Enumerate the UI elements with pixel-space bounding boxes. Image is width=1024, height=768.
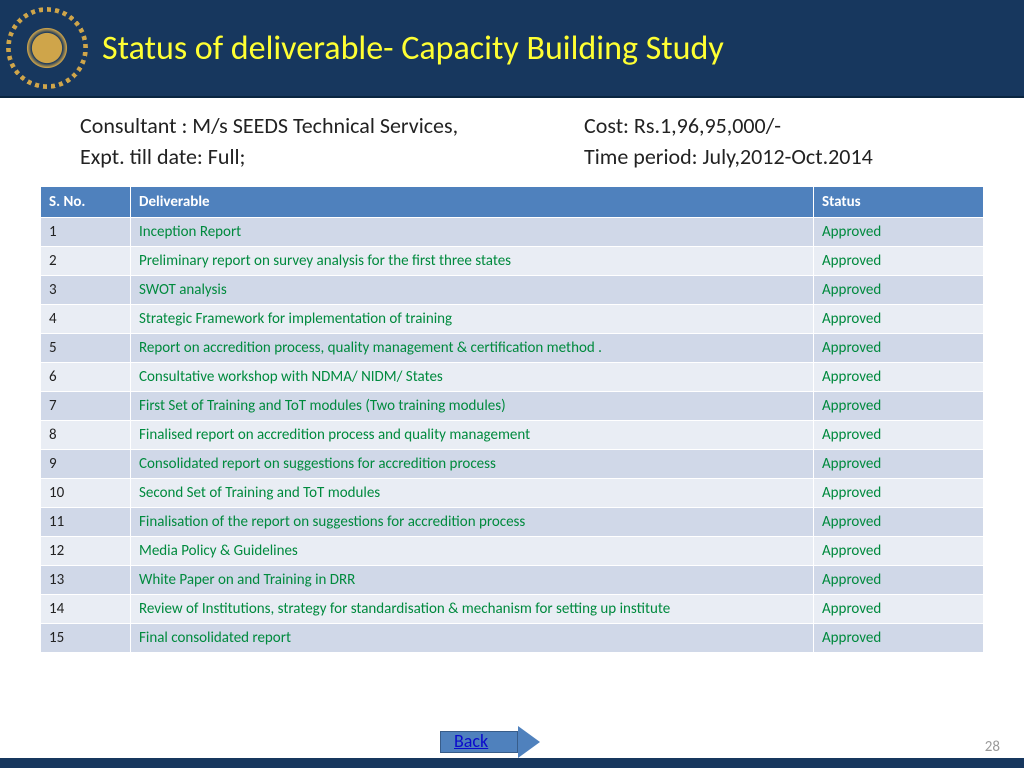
cell-deliverable: Report on accredition process, quality m…	[131, 334, 814, 363]
cell-sno: 4	[41, 305, 131, 334]
table-row: 6Consultative workshop with NDMA/ NIDM/ …	[41, 363, 984, 392]
cell-sno: 15	[41, 624, 131, 653]
header-bar: Status of deliverable- Capacity Building…	[0, 0, 1024, 98]
col-header-status: Status	[814, 187, 984, 218]
cell-status: Approved	[814, 363, 984, 392]
table-row: 3SWOT analysisApproved	[41, 276, 984, 305]
cell-status: Approved	[814, 537, 984, 566]
org-logo-icon	[12, 13, 82, 83]
expt-label: Expt. till date: Full;	[80, 143, 584, 170]
cell-status: Approved	[814, 305, 984, 334]
cell-status: Approved	[814, 218, 984, 247]
cell-sno: 13	[41, 566, 131, 595]
table-row: 12Media Policy & GuidelinesApproved	[41, 537, 984, 566]
back-button[interactable]: Back	[440, 728, 550, 756]
cell-sno: 7	[41, 392, 131, 421]
cell-deliverable: Consolidated report on suggestions for a…	[131, 450, 814, 479]
cell-status: Approved	[814, 276, 984, 305]
cell-status: Approved	[814, 508, 984, 537]
cell-deliverable: Final consolidated report	[131, 624, 814, 653]
table-row: 9Consolidated report on suggestions for …	[41, 450, 984, 479]
cell-deliverable: White Paper on and Training in DRR	[131, 566, 814, 595]
cell-sno: 9	[41, 450, 131, 479]
cell-sno: 12	[41, 537, 131, 566]
cell-sno: 3	[41, 276, 131, 305]
cell-status: Approved	[814, 624, 984, 653]
table-row: 8Finalised report on accredition process…	[41, 421, 984, 450]
page-title: Status of deliverable- Capacity Building…	[102, 28, 724, 69]
table-row: 1Inception ReportApproved	[41, 218, 984, 247]
cell-status: Approved	[814, 566, 984, 595]
cell-sno: 1	[41, 218, 131, 247]
cell-deliverable: First Set of Training and ToT modules (T…	[131, 392, 814, 421]
table-row: 5Report on accredition process, quality …	[41, 334, 984, 363]
cell-status: Approved	[814, 479, 984, 508]
cell-sno: 14	[41, 595, 131, 624]
cell-deliverable: Finalisation of the report on suggestion…	[131, 508, 814, 537]
table-row: 15 Final consolidated reportApproved	[41, 624, 984, 653]
cell-deliverable: SWOT analysis	[131, 276, 814, 305]
cell-sno: 8	[41, 421, 131, 450]
table-row: 11Finalisation of the report on suggesti…	[41, 508, 984, 537]
cell-status: Approved	[814, 450, 984, 479]
cell-status: Approved	[814, 421, 984, 450]
table-row: 2Preliminary report on survey analysis f…	[41, 247, 984, 276]
cell-deliverable: Finalised report on accredition process …	[131, 421, 814, 450]
table-row: 10Second Set of Training and ToT modules…	[41, 479, 984, 508]
cell-deliverable: Consultative workshop with NDMA/ NIDM/ S…	[131, 363, 814, 392]
cell-status: Approved	[814, 334, 984, 363]
arrow-right-icon: Back	[440, 728, 550, 756]
cell-deliverable: Preliminary report on survey analysis fo…	[131, 247, 814, 276]
meta-block: Consultant : M/s SEEDS Technical Service…	[0, 98, 1024, 182]
table-row: 14Review of Institutions, strategy for s…	[41, 595, 984, 624]
deliverables-table-wrap: S. No. Deliverable Status 1Inception Rep…	[0, 182, 1024, 653]
deliverables-table: S. No. Deliverable Status 1Inception Rep…	[40, 186, 984, 653]
cell-sno: 10	[41, 479, 131, 508]
footer-strip	[0, 758, 1024, 768]
cell-sno: 6	[41, 363, 131, 392]
cell-sno: 2	[41, 247, 131, 276]
table-row: 4Strategic Framework for implementation …	[41, 305, 984, 334]
cell-deliverable: Inception Report	[131, 218, 814, 247]
col-header-sno: S. No.	[41, 187, 131, 218]
cell-status: Approved	[814, 392, 984, 421]
table-row: 13White Paper on and Training in DRRAppr…	[41, 566, 984, 595]
cell-status: Approved	[814, 247, 984, 276]
cell-status: Approved	[814, 595, 984, 624]
table-header-row: S. No. Deliverable Status	[41, 187, 984, 218]
col-header-deliverable: Deliverable	[131, 187, 814, 218]
cell-deliverable: Media Policy & Guidelines	[131, 537, 814, 566]
table-row: 7First Set of Training and ToT modules (…	[41, 392, 984, 421]
back-label: Back	[454, 730, 488, 752]
cell-sno: 11	[41, 508, 131, 537]
cell-deliverable: Second Set of Training and ToT modules	[131, 479, 814, 508]
cell-sno: 5	[41, 334, 131, 363]
period-label: Time period: July,2012-Oct.2014	[584, 143, 984, 170]
cost-label: Cost: Rs.1,96,95,000/-	[584, 112, 984, 139]
cell-deliverable: Review of Institutions, strategy for sta…	[131, 595, 814, 624]
consultant-label: Consultant : M/s SEEDS Technical Service…	[80, 112, 584, 139]
cell-deliverable: Strategic Framework for implementation o…	[131, 305, 814, 334]
page-number: 28	[985, 738, 1000, 756]
